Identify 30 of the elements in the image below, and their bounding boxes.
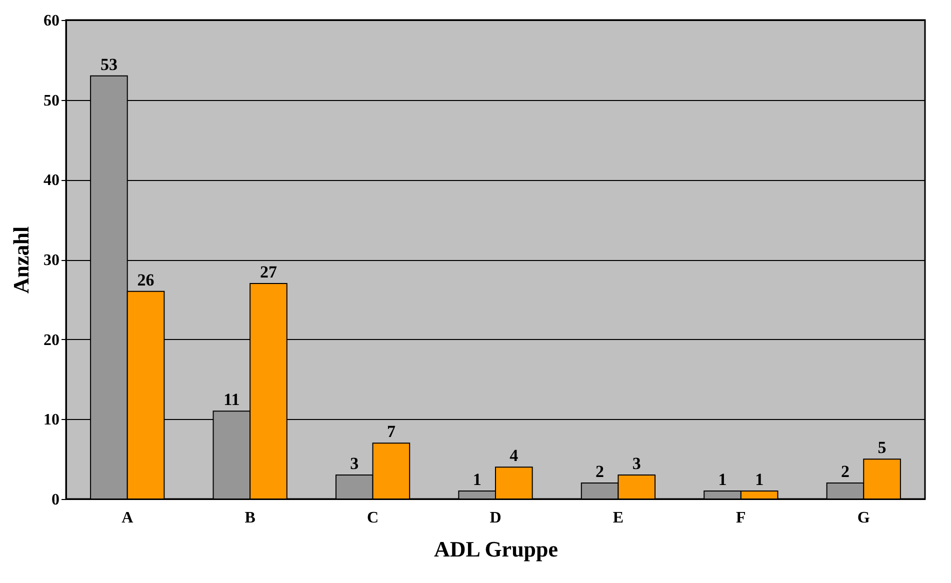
y-axis-title: Anzahl (8, 226, 34, 294)
data-label: 27 (260, 262, 278, 282)
x-axis-title: ADL Gruppe (434, 536, 558, 562)
data-label: 3 (632, 454, 641, 474)
data-label: 1 (472, 470, 482, 490)
y-tick-label: 10 (44, 412, 60, 429)
data-label: 7 (386, 422, 396, 442)
data-label: 2 (840, 462, 850, 482)
x-tick-label: B (244, 510, 256, 526)
x-tick-label: A (122, 510, 134, 526)
x-tick-label: F (736, 510, 746, 526)
data-label: 5 (878, 438, 886, 458)
data-label: 11 (224, 390, 240, 410)
data-label: 53 (100, 54, 118, 74)
x-tick-label: E (612, 510, 624, 526)
y-tick-label: 30 (44, 252, 60, 269)
y-tick-label: 50 (44, 92, 60, 110)
y-tick-label: 60 (44, 12, 60, 30)
data-label: 1 (718, 470, 727, 490)
y-tick-label: 20 (44, 332, 60, 349)
x-tick-label: G (857, 510, 870, 526)
data-label: 2 (596, 462, 604, 482)
data-label: 1 (755, 470, 764, 490)
y-tick-label: 0 (52, 492, 60, 508)
x-tick-label: C (367, 510, 379, 526)
data-label: 26 (137, 270, 154, 290)
data-label: 4 (510, 446, 519, 466)
y-tick-label: 40 (44, 172, 60, 190)
data-label: 3 (350, 454, 359, 474)
x-tick-label: D (490, 510, 502, 526)
